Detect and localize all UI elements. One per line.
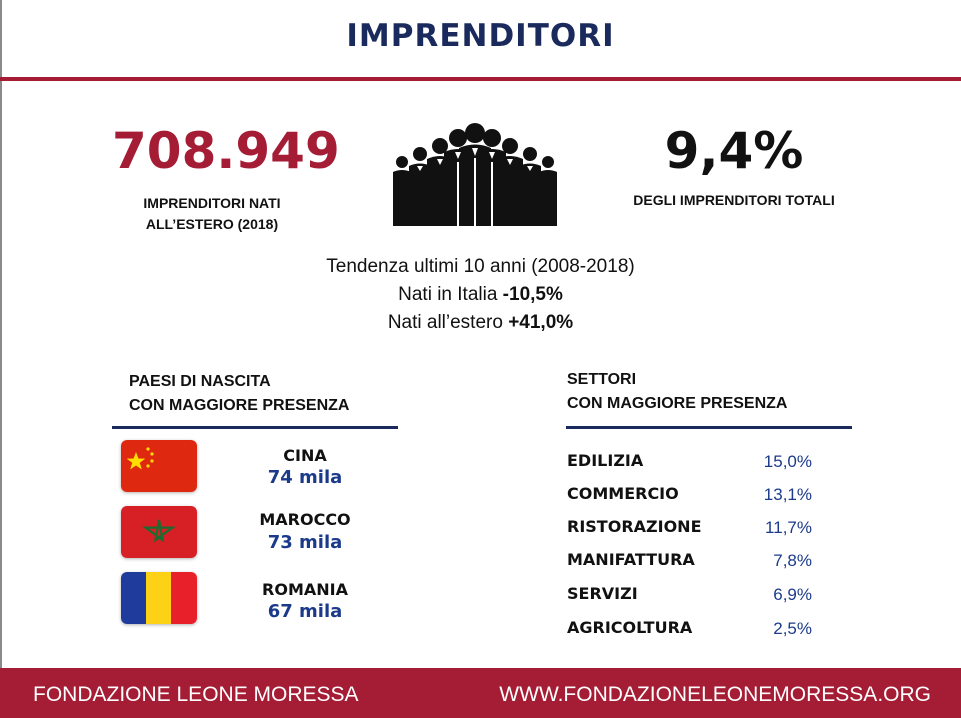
country-name-cina: CINA <box>283 446 327 465</box>
china-flag-graphic <box>121 440 197 492</box>
title-divider <box>0 77 961 81</box>
country-value-romania: 67 mila <box>267 601 343 622</box>
sector-name-commercio: COMMERCIO <box>567 484 679 503</box>
sectors-divider <box>566 426 852 429</box>
sector-name-servizi: SERVIZI <box>567 584 638 603</box>
countries-heading: PAESI DI NASCITA CON MAGGIORE PRESENZA <box>129 370 349 418</box>
trend-italy-label: Nati in Italia <box>398 284 503 305</box>
page-title: IMPRENDITORI <box>346 18 615 54</box>
sector-name-ristorazione: RISTORAZIONE <box>567 517 702 536</box>
businesspeople-graphic <box>393 123 557 226</box>
sector-value-commercio: 13,1% <box>763 485 812 504</box>
sector-value-ristorazione: 11,7% <box>765 518 812 537</box>
trend-title: Tendenza ultimi 10 anni (2008-2018) <box>326 256 635 277</box>
sectors-heading-line1: SETTORI <box>567 371 637 388</box>
page-left-edge <box>0 0 2 668</box>
trend-italy: Nati in Italia -10,5% <box>0 281 961 309</box>
country-value-cina: 74 mila <box>267 467 343 488</box>
foreign-entrepreneurs-label-line2: ALL’ESTERO (2018) <box>145 216 279 232</box>
trend-block: Tendenza ultimi 10 anni (2008-2018) Nati… <box>0 253 961 337</box>
footer-website-link[interactable]: WWW.FONDAZIONELEONEMORESSA.ORG <box>499 683 931 706</box>
sector-value-servizi: 6,9% <box>773 585 812 604</box>
share-of-total-value: 9,4% <box>664 122 804 180</box>
share-of-total-label: DEGLI IMPRENDITORI TOTALI <box>633 192 835 208</box>
sector-value-manifattura: 7,8% <box>773 551 812 570</box>
countries-divider <box>112 426 398 429</box>
group-of-businesspeople-icon <box>390 122 560 230</box>
sector-name-edilizia: EDILIZIA <box>567 451 644 470</box>
trend-abroad: Nati all’estero +41,0% <box>0 309 961 337</box>
sector-name-agricoltura: AGRICOLTURA <box>567 618 693 637</box>
country-name-marocco: MAROCCO <box>259 510 351 529</box>
sector-value-agricoltura: 2,5% <box>773 619 812 638</box>
sector-name-manifattura: MANIFATTURA <box>567 550 695 569</box>
sector-value-edilizia: 15,0% <box>763 452 812 471</box>
foreign-entrepreneurs-count: 708.949 <box>112 122 340 180</box>
china-flag-icon <box>121 440 197 492</box>
foreign-entrepreneurs-label: IMPRENDITORI NATI ALL’ESTERO (2018) <box>112 193 312 235</box>
country-value-marocco: 73 mila <box>267 532 343 553</box>
sectors-heading-line2: CON MAGGIORE PRESENZA <box>567 395 788 412</box>
trend-abroad-value: +41,0% <box>508 312 574 333</box>
morocco-flag-graphic <box>121 506 197 558</box>
countries-heading-line2: CON MAGGIORE PRESENZA <box>129 397 350 414</box>
footer-organization: FONDAZIONE LEONE MORESSA <box>33 683 359 706</box>
morocco-flag-icon <box>121 506 197 558</box>
trend-italy-value: -10,5% <box>502 284 563 305</box>
sectors-heading: SETTORI CON MAGGIORE PRESENZA <box>567 368 787 416</box>
footer-bar: FONDAZIONE LEONE MORESSA WWW.FONDAZIONEL… <box>0 668 961 718</box>
countries-heading-line1: PAESI DI NASCITA <box>129 373 271 390</box>
trend-abroad-label: Nati all’estero <box>387 312 509 333</box>
country-name-romania: ROMANIA <box>262 580 348 599</box>
romania-flag-icon <box>121 572 197 624</box>
romania-flag-graphic <box>121 572 197 624</box>
foreign-entrepreneurs-label-line1: IMPRENDITORI NATI <box>143 195 281 211</box>
